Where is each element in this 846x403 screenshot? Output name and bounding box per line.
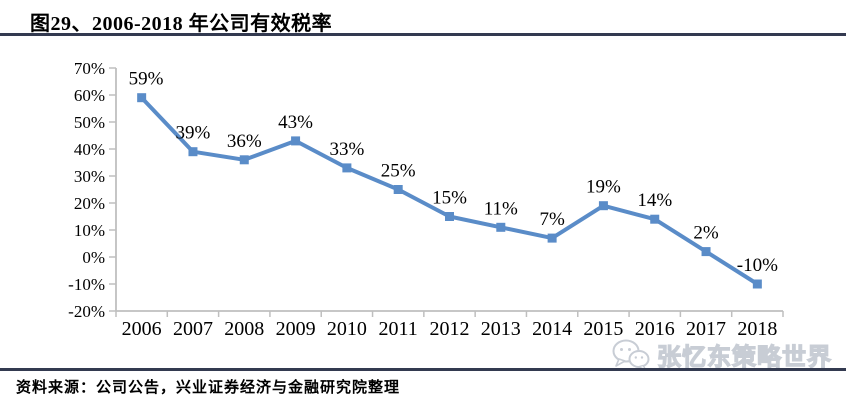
data-point-marker [291,136,301,146]
data-label: 33% [329,139,364,160]
data-label: 36% [227,131,262,152]
data-point-marker [137,93,147,103]
data-point-marker [445,212,454,221]
data-label: 19% [586,177,621,198]
y-axis-tick-label: 0% [82,248,105,267]
data-label: 14% [637,190,672,211]
y-axis-tick-label: 70% [74,59,105,78]
x-axis-tick-label: 2011 [379,318,418,340]
x-axis-tick-label: 2014 [532,318,572,340]
data-point-marker [547,233,557,243]
section-rule [0,33,846,36]
x-axis-tick-label: 2009 [276,318,316,340]
section-rule [0,368,846,371]
data-label: 7% [539,209,565,230]
data-label: 39% [176,123,211,144]
watermark-text: 张忆东策略世界 [656,343,832,371]
wechat-icon [612,339,650,371]
data-label: 11% [484,198,518,219]
line-chart: 70% 60% 50% 40% 30% 20% 10% 0% -10% -20% 2006 2007 2… [68,59,784,340]
x-axis-tick-label: 2008 [224,318,264,340]
x-axis-tick-label: 2018 [737,318,777,340]
x-axis-tick-label: 2013 [481,318,521,340]
y-axis-tick-label: 40% [74,140,105,159]
data-point-marker [393,185,403,194]
y-axis-tick-label: 20% [74,194,105,213]
data-point-marker [239,155,249,165]
data-label: 2% [693,223,719,244]
figure-title: 图29、2006-2018 年公司有效税率 [30,13,333,35]
data-point-marker [188,147,198,157]
data-source-note: 资料来源：公司公告，兴业证券经济与金融研究院整理 [16,380,401,396]
y-axis-tick-label: -20% [68,302,105,321]
x-axis-tick-label: 2016 [635,318,675,340]
data-label: 43% [278,112,313,133]
data-label: -10% [737,255,778,276]
y-axis-tick-label: 30% [74,167,105,186]
watermark: 张忆东策略世界 [612,337,832,372]
x-axis-tick-label: 2007 [173,318,213,340]
data-point-marker [701,247,711,257]
y-axis-tick-label: 10% [74,221,105,240]
data-point-marker [342,163,352,173]
x-axis-tick-label: 2012 [430,318,470,340]
data-point-marker [496,222,506,232]
y-axis-tick-label: 60% [74,86,105,105]
data-point-marker [598,201,608,211]
data-label: 59% [129,69,164,90]
data-point-marker [650,214,660,224]
x-axis-tick-label: 2017 [686,318,726,340]
data-label: 25% [381,161,416,182]
data-label: 15% [432,188,467,209]
data-point-marker [752,279,762,289]
x-axis-tick-label: 2015 [583,318,623,340]
x-axis-tick-label: 2006 [122,318,162,340]
y-axis-tick-label: -10% [68,275,105,294]
x-axis-tick-label: 2010 [327,318,367,340]
y-axis-tick-label: 50% [74,113,105,132]
